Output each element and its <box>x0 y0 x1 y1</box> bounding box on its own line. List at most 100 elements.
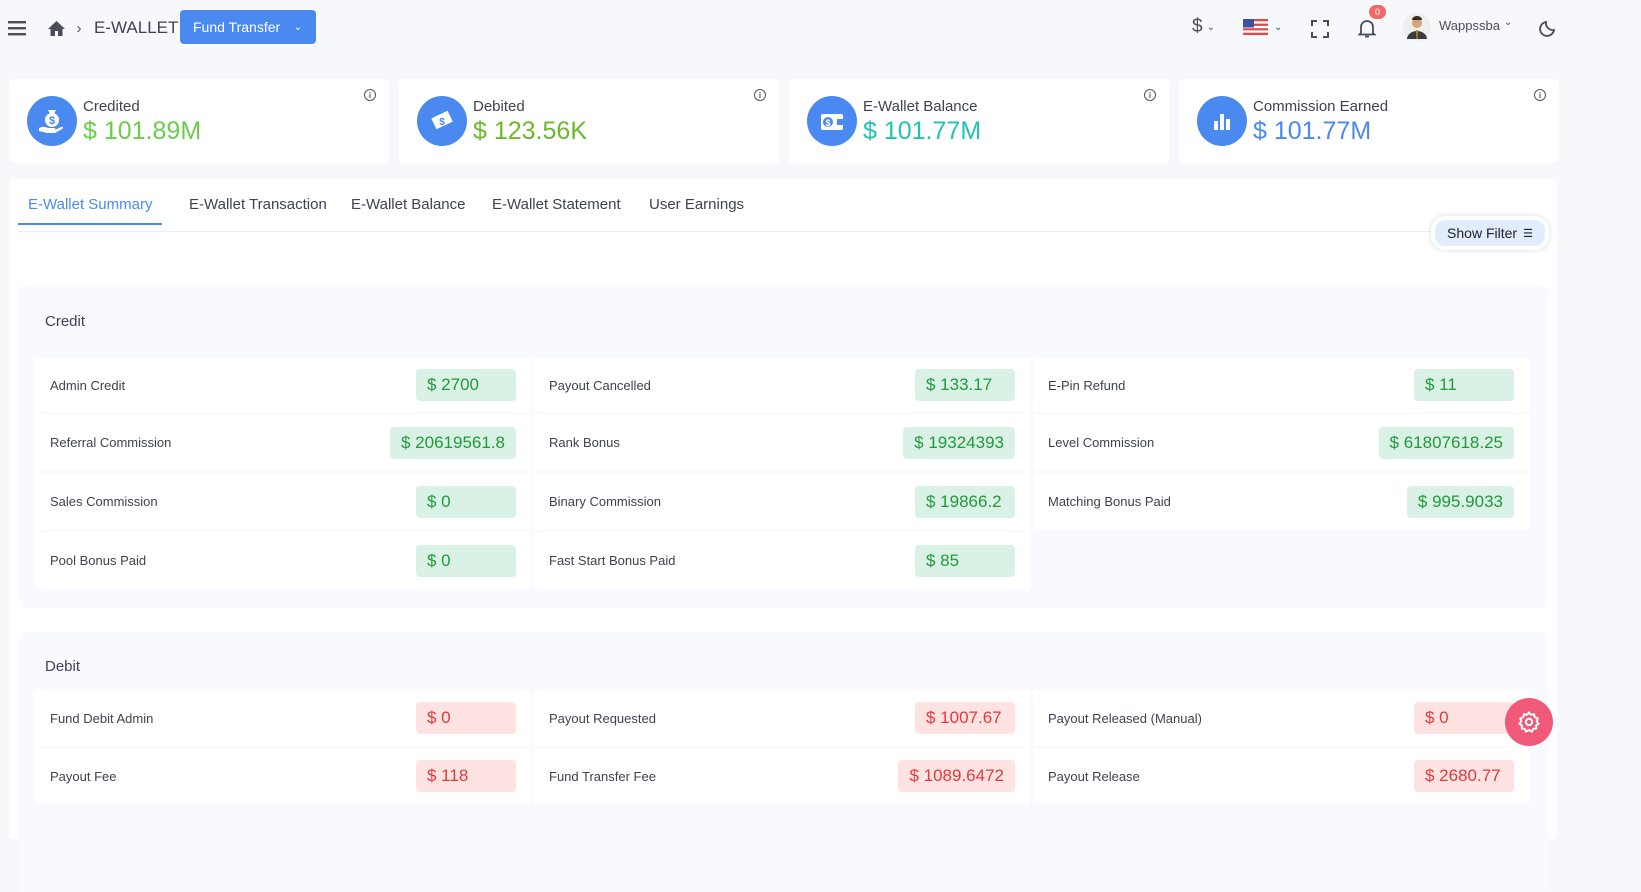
item-value: $ 19324393 <box>903 426 1015 459</box>
summary-card-3: Commission Earned $ 101.77M i <box>1179 79 1559 163</box>
item-value: $ 995.9033 <box>1406 485 1514 518</box>
debit-item: Payout Release $ 2680.77 <box>1033 748 1529 804</box>
show-filter-button[interactable]: Show Filter ☰ <box>1431 216 1549 250</box>
debit-section: Debit Fund Debit Admin $ 0 Payout Reques… <box>19 632 1548 892</box>
card-label: Debited <box>473 98 525 115</box>
tab-1[interactable]: E-Wallet Transaction <box>189 196 327 213</box>
item-name: Fast Start Bonus Paid <box>549 553 676 568</box>
item-name: Pool Bonus Paid <box>50 553 147 568</box>
chevron-down-icon: ⌄ <box>1206 21 1215 33</box>
dark-mode-moon-icon[interactable] <box>1538 18 1558 38</box>
money-bag-hand-icon: $ <box>27 96 77 146</box>
info-icon[interactable]: i <box>364 89 376 101</box>
avatar[interactable] <box>1403 13 1431 41</box>
item-value: $ 20619561.8 <box>390 426 516 459</box>
item-name: Payout Release <box>1048 768 1140 784</box>
card-label: E-Wallet Balance <box>863 98 978 115</box>
item-value: $ 19866.2 <box>915 485 1015 518</box>
username[interactable]: Wappssba <box>1439 18 1500 33</box>
item-name: Payout Fee <box>50 768 117 784</box>
svg-text:$: $ <box>49 115 55 127</box>
breadcrumb: E-WALLET <box>94 18 179 37</box>
debit-item: Payout Requested $ 1007.67 <box>534 690 1030 746</box>
item-value: $ 0 <box>416 544 516 577</box>
item-name: Level Commission <box>1048 435 1155 450</box>
credit-item: Payout Cancelled $ 133.17 <box>534 358 1030 412</box>
info-icon[interactable]: i <box>754 89 766 101</box>
chevron-down-icon: ⌄ <box>293 21 302 33</box>
item-name: Fund Transfer Fee <box>549 768 656 784</box>
money-hand-icon: $ <box>417 96 467 146</box>
tab-3[interactable]: E-Wallet Statement <box>492 196 621 213</box>
card-value: $ 101.89M <box>83 117 202 145</box>
fund-transfer-button[interactable]: Fund Transfer ⌄ <box>180 10 316 44</box>
item-name: Payout Released (Manual) <box>1048 710 1202 726</box>
bell-icon[interactable] <box>1357 17 1377 39</box>
info-icon[interactable]: i <box>1144 89 1156 101</box>
item-name: Rank Bonus <box>549 435 620 450</box>
credit-item: E-Pin Refund $ 11 <box>1033 358 1529 412</box>
credit-item: Matching Bonus Paid $ 995.9033 <box>1033 473 1529 530</box>
item-name: Payout Cancelled <box>549 377 651 393</box>
credit-item: Fast Start Bonus Paid $ 85 <box>534 532 1030 589</box>
credit-item: Referral Commission $ 20619561.8 <box>35 414 531 471</box>
wallet-icon: $ <box>807 96 857 146</box>
main-panel: E-Wallet Summary E-Wallet Transaction E-Wa… <box>9 179 1557 892</box>
debit-item: Payout Fee $ 118 <box>35 748 531 804</box>
credit-section: Credit Admin Credit $ 2700 Payout Cancel… <box>19 286 1548 608</box>
item-name: Fund Debit Admin <box>50 710 154 726</box>
credit-title: Credit <box>45 313 86 330</box>
credit-item: Binary Commission $ 19866.2 <box>534 473 1030 530</box>
tab-4[interactable]: User Earnings <box>649 196 745 213</box>
settings-gear-button[interactable] <box>1505 698 1553 746</box>
home-icon[interactable] <box>46 18 66 38</box>
item-value: $ 11 <box>1414 369 1514 401</box>
gear-icon <box>1518 710 1540 733</box>
item-value: $ 2680.77 <box>1414 760 1514 792</box>
debit-item: Fund Debit Admin $ 0 <box>35 690 531 746</box>
svg-text:$: $ <box>825 118 830 128</box>
summary-card-0: $ Credited $ 101.89M i <box>9 79 389 163</box>
currency-symbol: $ <box>1192 16 1203 37</box>
page-scroll-area <box>1562 0 1641 829</box>
card-value: $ 123.56K <box>473 117 587 145</box>
currency-selector[interactable]: $ ⌄ <box>1192 15 1215 39</box>
credit-item: Rank Bonus $ 19324393 <box>534 414 1030 471</box>
tab-0[interactable]: E-Wallet Summary <box>18 196 163 225</box>
chevron-down-icon: ⌄ <box>1274 21 1283 33</box>
item-value: $ 0 <box>416 485 516 518</box>
fullscreen-icon[interactable] <box>1310 19 1329 38</box>
item-value: $ 61807618.25 <box>1378 426 1514 459</box>
card-label: Credited <box>83 98 140 115</box>
menu-icon[interactable] <box>7 18 27 38</box>
credit-item: Level Commission $ 61807618.25 <box>1033 414 1529 471</box>
chevron-down-icon: ⌄ <box>1504 17 1513 28</box>
bar-chart-icon <box>1197 96 1247 146</box>
summary-card-2: $ E-Wallet Balance $ 101.77M i <box>789 79 1169 163</box>
item-name: Referral Commission <box>50 435 172 450</box>
info-icon[interactable]: i <box>1534 89 1546 101</box>
item-value: $ 1007.67 <box>915 702 1015 734</box>
item-name: Matching Bonus Paid <box>1048 494 1171 509</box>
item-name: Sales Commission <box>50 494 158 509</box>
summary-card-1: $ Debited $ 123.56K i <box>399 79 779 163</box>
item-value: $ 85 <box>915 544 1015 577</box>
item-value: $ 1089.6472 <box>898 760 1015 792</box>
show-filter-label: Show Filter <box>1447 225 1518 241</box>
credit-item: Admin Credit $ 2700 <box>35 358 531 412</box>
language-selector[interactable]: ⌄ <box>1243 17 1282 37</box>
chevron-right-icon: › <box>76 19 82 37</box>
card-value: $ 101.77M <box>863 117 982 145</box>
item-name: Admin Credit <box>50 377 126 393</box>
item-name: E-Pin Refund <box>1048 377 1126 393</box>
card-label: Commission Earned <box>1253 98 1389 115</box>
credit-item: Pool Bonus Paid $ 0 <box>35 532 531 589</box>
item-name: Binary Commission <box>549 494 661 509</box>
item-value: $ 0 <box>416 702 516 734</box>
debit-item: Payout Released (Manual) $ 0 <box>1033 690 1529 746</box>
tab-bar: E-Wallet Summary E-Wallet Transaction E-Wa… <box>18 179 1548 232</box>
top-bar: › E-WALLET Fund Transfer ⌄ $ ⌄ ⌄ 0 Wappssb… <box>0 0 1641 56</box>
item-value: $ 133.17 <box>915 369 1015 401</box>
tab-2[interactable]: E-Wallet Balance <box>351 196 466 213</box>
filter-icon: ☰ <box>1523 227 1533 240</box>
